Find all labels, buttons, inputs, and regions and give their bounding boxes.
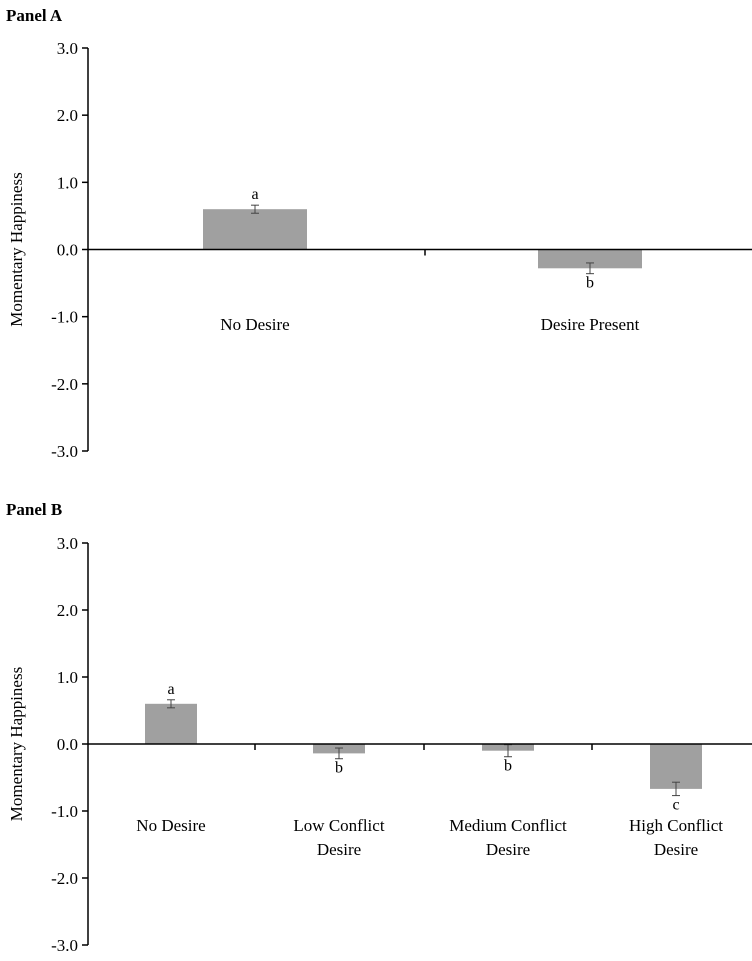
panel-title: Panel B xyxy=(6,500,62,519)
y-axis-label: Momentary Happiness xyxy=(7,667,26,821)
y-tick-label: -3.0 xyxy=(51,936,78,955)
category-label: Medium Conflict xyxy=(449,816,567,835)
y-tick-label: 3.0 xyxy=(57,39,78,58)
y-tick-label: 1.0 xyxy=(57,173,78,192)
category-label: High Conflict xyxy=(629,816,723,835)
category-label: Desire Present xyxy=(541,315,640,334)
significance-label: a xyxy=(251,186,258,203)
y-axis-label: Momentary Happiness xyxy=(7,172,26,326)
significance-label: a xyxy=(167,681,174,698)
panel-title: Panel A xyxy=(6,6,63,25)
category-label: No Desire xyxy=(220,315,289,334)
bar xyxy=(203,209,307,250)
y-tick-label: 2.0 xyxy=(57,601,78,620)
y-tick-label: 2.0 xyxy=(57,106,78,125)
y-tick-label: -2.0 xyxy=(51,869,78,888)
y-tick-label: -3.0 xyxy=(51,442,78,461)
bar xyxy=(145,703,197,744)
y-tick-label: 3.0 xyxy=(57,534,78,553)
category-label: Desire xyxy=(486,840,530,859)
y-tick-label: 0.0 xyxy=(57,735,78,754)
category-label: No Desire xyxy=(136,816,205,835)
significance-label: b xyxy=(504,758,512,775)
category-label: Desire xyxy=(654,840,698,859)
y-tick-label: -2.0 xyxy=(51,375,78,394)
bar xyxy=(538,249,642,269)
y-tick-label: -1.0 xyxy=(51,802,78,821)
significance-label: b xyxy=(586,275,594,292)
category-label: Low Conflict xyxy=(293,816,384,835)
category-label: Desire xyxy=(317,840,361,859)
bar xyxy=(650,744,702,789)
significance-label: b xyxy=(335,760,343,777)
y-tick-label: 0.0 xyxy=(57,241,78,260)
significance-label: c xyxy=(672,797,679,814)
y-tick-label: -1.0 xyxy=(51,308,78,327)
y-tick-label: 1.0 xyxy=(57,668,78,687)
